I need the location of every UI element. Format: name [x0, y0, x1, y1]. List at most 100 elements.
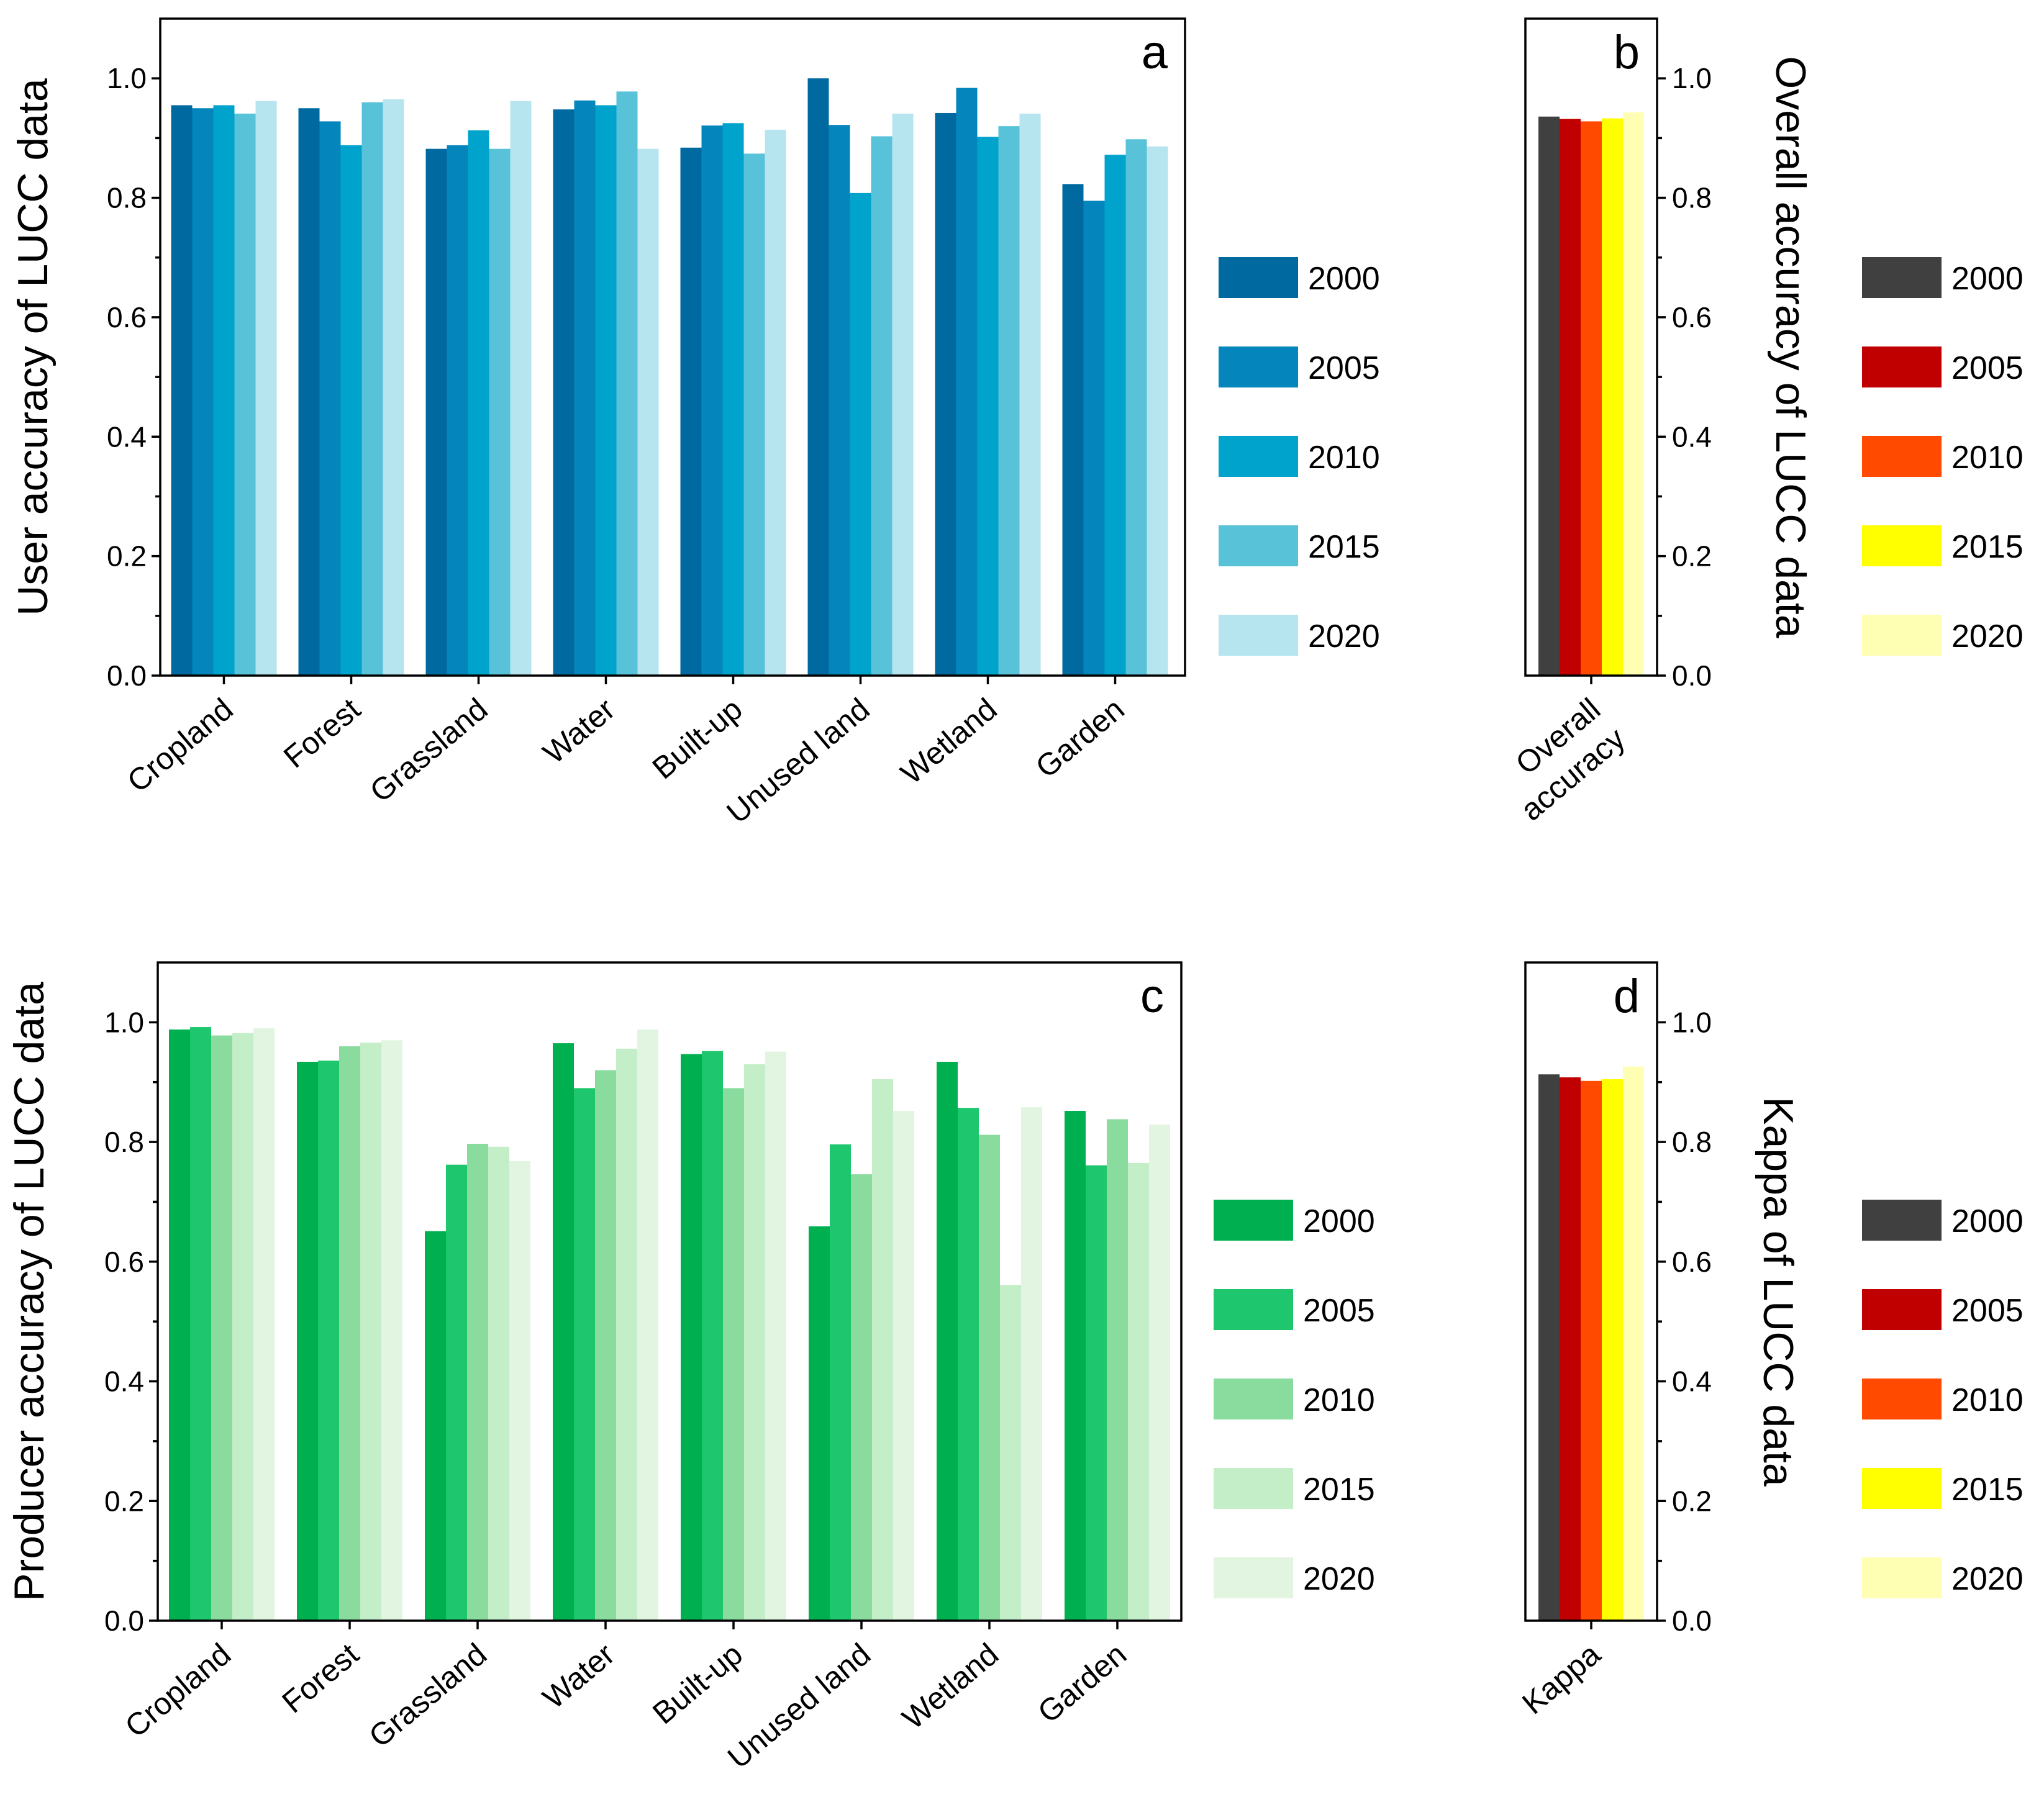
x-category-label: Built-up	[646, 692, 749, 786]
legend-swatch	[1862, 436, 1942, 477]
bar-d-kappa-2005	[1560, 1077, 1581, 1621]
bar-a-garden-2015	[1125, 139, 1147, 676]
bar-c-built-up-2015	[744, 1064, 765, 1621]
legend-swatch	[1862, 1200, 1942, 1241]
y-tick-label: 1.0	[107, 62, 147, 94]
bar-c-cropland-2010	[211, 1035, 232, 1621]
legend-label: 2020	[1951, 618, 2024, 654]
y-axis-title: Kappa of LUCC data	[1755, 1097, 1802, 1487]
bar-c-cropland-2000	[169, 1029, 190, 1621]
legend-label: 2005	[1308, 350, 1380, 386]
bar-c-unused-land-2000	[809, 1226, 830, 1621]
bar-a-water-2020	[637, 148, 659, 676]
y-tick-label: 0.6	[1672, 1246, 1712, 1278]
legend-label: 2005	[1303, 1293, 1375, 1329]
y-tick-label: 0.0	[107, 659, 147, 692]
legend-swatch	[1862, 525, 1942, 566]
legend-swatch	[1214, 1289, 1293, 1330]
legend-swatch	[1214, 1468, 1293, 1509]
legend: 2000 2005 2010 2015 2020	[1214, 1200, 1375, 1598]
bar-c-garden-2005	[1086, 1165, 1107, 1621]
y-tick-label: 0.2	[107, 540, 147, 573]
legend: 2000 2005 2010 2015 2020	[1862, 257, 2024, 656]
bar-c-garden-2000	[1065, 1110, 1086, 1621]
legend-swatch	[1862, 615, 1942, 656]
y-tick-label: 1.0	[1672, 1006, 1712, 1038]
bar-a-cropland-2020	[255, 101, 277, 676]
panel-letter: c	[1140, 970, 1164, 1023]
bar-d-kappa-2020	[1623, 1066, 1644, 1621]
bar-a-unused-land-2015	[871, 136, 893, 676]
x-category-label: Water	[536, 1637, 621, 1716]
y-tick-label: 0.2	[1672, 540, 1712, 573]
bar-a-cropland-2015	[234, 113, 256, 676]
bar-c-wetland-2020	[1021, 1107, 1042, 1621]
x-category-label: Built-up	[646, 1637, 749, 1731]
bar-a-garden-2010	[1104, 155, 1126, 676]
bar-a-forest-2020	[383, 99, 404, 676]
bar-c-built-up-2005	[702, 1051, 723, 1621]
x-category-label: Overallaccuracy	[1489, 692, 1632, 828]
legend-label: 2005	[1951, 1293, 2024, 1329]
legend-swatch	[1862, 1289, 1942, 1330]
bar-a-garden-2000	[1062, 184, 1084, 676]
bar-c-cropland-2005	[190, 1027, 211, 1621]
y-tick-label: 0.8	[1672, 182, 1712, 214]
bar-c-wetland-2005	[958, 1108, 979, 1621]
bar-c-unused-land-2010	[851, 1174, 872, 1621]
y-tick-label: 0.2	[1672, 1485, 1712, 1517]
bar-c-cropland-2015	[232, 1033, 253, 1621]
legend-swatch	[1219, 525, 1298, 566]
legend-label: 2000	[1308, 261, 1380, 297]
bar-c-forest-2010	[339, 1046, 360, 1621]
legend-label: 2015	[1951, 529, 2024, 565]
chart-panel-d: 0.0 0.2 0.4 0.6 0.8 1.0 Kappa d Kappa of LUCC da…	[1515, 961, 2024, 1721]
bar-c-unused-land-2020	[893, 1110, 914, 1621]
legend-swatch	[1219, 257, 1298, 298]
bar-a-grassland-2015	[489, 148, 511, 676]
legend-swatch	[1219, 615, 1298, 656]
legend-swatch	[1219, 436, 1298, 477]
legend-swatch	[1214, 1200, 1293, 1241]
bar-a-built-up-2020	[765, 129, 786, 676]
bar-a-unused-land-2020	[892, 113, 914, 676]
bar-a-built-up-2010	[722, 123, 744, 676]
bar-c-grassland-2020	[509, 1161, 530, 1621]
panel-letter: a	[1142, 26, 1168, 79]
bar-a-unused-land-2005	[829, 125, 850, 676]
legend-swatch	[1862, 1557, 1942, 1598]
bar-b-overall-accuracy-2015	[1602, 118, 1623, 676]
y-tick-label: 0.0	[104, 1605, 144, 1637]
bar-c-cropland-2020	[253, 1028, 275, 1621]
bar-c-unused-land-2015	[872, 1079, 893, 1621]
x-category-label: Forest	[277, 691, 367, 774]
y-tick-label: 0.4	[107, 420, 147, 453]
legend-label: 2000	[1303, 1203, 1375, 1239]
legend: 2000 2005 2010 2015 2020	[1862, 1200, 2024, 1598]
bar-c-built-up-2010	[723, 1088, 744, 1621]
bar-a-built-up-2005	[701, 125, 723, 676]
bar-a-wetland-2010	[977, 137, 999, 676]
bar-c-water-2020	[637, 1029, 658, 1621]
legend-label: 2015	[1308, 529, 1380, 565]
bar-a-water-2000	[553, 109, 575, 676]
chart-panel-c: 0.0 0.2 0.4 0.6 0.8 1.0 Cropland ForestGrasslan…	[6, 961, 1375, 1775]
legend-label: 2010	[1308, 440, 1380, 476]
bar-c-garden-2010	[1107, 1119, 1128, 1621]
x-category-label: Garden	[1029, 692, 1131, 785]
x-category-label: Unused land	[721, 1637, 877, 1775]
legend-label: 2000	[1951, 1203, 2024, 1239]
bar-a-cropland-2010	[213, 105, 235, 676]
bar-a-grassland-2010	[468, 130, 489, 676]
bar-a-wetland-2020	[1019, 113, 1041, 676]
x-category-label: Cropland	[119, 1637, 237, 1744]
bar-a-cropland-2005	[192, 108, 214, 676]
legend-swatch	[1219, 346, 1298, 387]
legend-label: 2010	[1951, 1382, 2024, 1418]
bar-a-built-up-2000	[680, 147, 702, 676]
bar-a-water-2010	[595, 105, 617, 676]
y-tick-label: 0.0	[1672, 1605, 1712, 1637]
legend-label: 2015	[1303, 1472, 1375, 1508]
bar-d-kappa-2000	[1538, 1074, 1560, 1621]
y-tick-label: 0.4	[1672, 1365, 1712, 1398]
